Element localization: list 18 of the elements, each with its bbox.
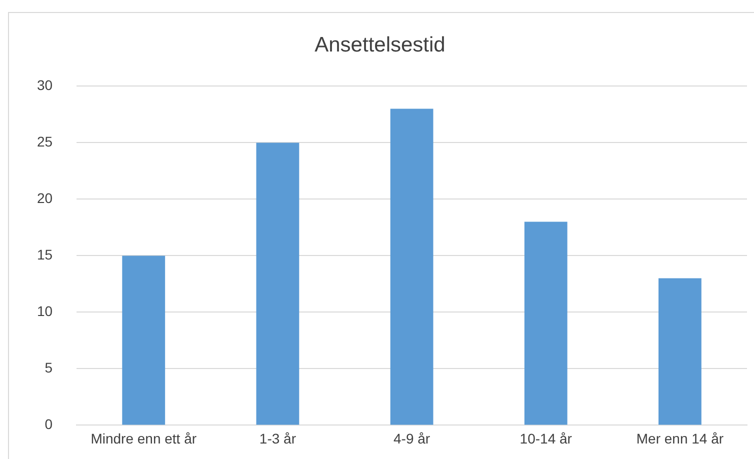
x-tick-label: Mer enn 14 år bbox=[636, 430, 724, 446]
y-tick-label: 30 bbox=[36, 77, 53, 94]
y-tick-label: 5 bbox=[44, 360, 53, 376]
x-tick-label: 10-14 år bbox=[520, 430, 572, 446]
y-tick-label: 15 bbox=[36, 246, 53, 263]
y-tick-label: 20 bbox=[36, 190, 53, 206]
bar bbox=[256, 142, 300, 425]
bar bbox=[524, 222, 568, 425]
y-tick-label: 0 bbox=[44, 416, 53, 432]
chart-title: Ansettelsestid bbox=[314, 33, 446, 56]
bar bbox=[390, 108, 434, 425]
y-tick-label: 25 bbox=[36, 134, 53, 150]
x-tick-label: 4-9 år bbox=[393, 430, 430, 446]
bar bbox=[122, 256, 166, 425]
x-tick-label: 1-3 år bbox=[259, 430, 296, 446]
y-tick-label: 10 bbox=[36, 303, 53, 320]
bar bbox=[658, 278, 702, 425]
x-tick-label: Mindre enn ett år bbox=[90, 430, 197, 446]
